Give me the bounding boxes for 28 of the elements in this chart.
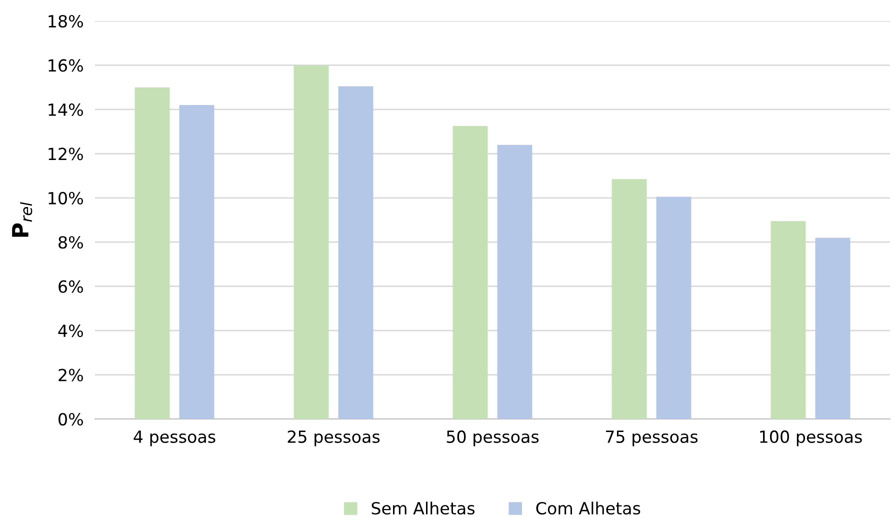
x-tick-label: 100 pessoas (760, 430, 862, 446)
legend-label: Sem Alhetas (372, 502, 475, 515)
y-tick-label: 18% (48, 14, 83, 28)
y-axis-title: P$_{rel}$ (12, 202, 32, 237)
legend-label: Com Alhetas (536, 502, 640, 515)
bar (452, 126, 488, 419)
y-tick-label: 14% (48, 103, 83, 116)
bar (815, 238, 850, 419)
bar (656, 196, 692, 419)
bar (612, 179, 647, 419)
bar (134, 87, 170, 419)
y-tick-label: 2% (58, 368, 83, 382)
y-tick-label: 4% (58, 324, 83, 338)
y-tick-label: 16% (48, 59, 83, 72)
y-tick-label: 0% (58, 412, 83, 426)
x-tick-label: 50 pessoas (446, 430, 539, 446)
bar (179, 105, 214, 419)
x-tick-label: 4 pessoas (134, 430, 216, 446)
y-tick-label: 8% (58, 236, 83, 249)
bar (338, 86, 374, 419)
bar (770, 221, 806, 419)
x-tick-label: 25 pessoas (288, 430, 380, 446)
bar (497, 144, 532, 419)
y-tick-label: 10% (48, 192, 83, 204)
bar (294, 65, 329, 419)
y-tick-label: 6% (58, 280, 83, 293)
y-tick-label: 12% (48, 148, 83, 160)
x-tick-label: 75 pessoas (606, 430, 698, 446)
